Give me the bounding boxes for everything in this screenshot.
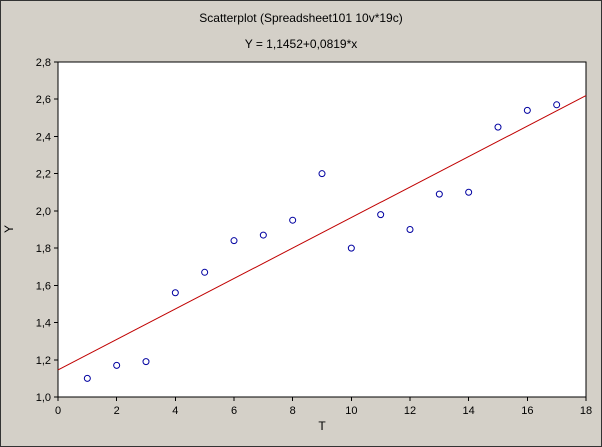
x-axis-label: T (318, 419, 326, 433)
data-point (553, 101, 561, 109)
data-point (171, 289, 179, 297)
y-tick-label: 1,8 (36, 243, 51, 255)
y-tick-label: 2,8 (36, 57, 51, 69)
chart-equation-subtitle: Y = 1,1452+0,0819*x (244, 37, 358, 51)
data-point (259, 231, 267, 239)
y-tick-label: 1,4 (36, 318, 51, 330)
x-tick-label: 12 (404, 405, 416, 417)
plot-frame (57, 61, 587, 398)
x-tick-label: 18 (580, 405, 592, 417)
y-tick-label: 2,4 (36, 131, 51, 143)
data-point (435, 190, 443, 198)
y-axis-label: Y (2, 225, 16, 234)
data-point (406, 226, 414, 233)
data-point (377, 211, 385, 219)
x-tick-label: 8 (290, 405, 296, 417)
data-point (523, 106, 531, 114)
data-point (494, 123, 502, 131)
chart-title: Scatterplot (Spreadsheet101 10v*19c) (199, 11, 403, 25)
data-point (142, 358, 150, 366)
data-point (318, 170, 326, 178)
regression-line (57, 95, 587, 371)
x-tick-label: 2 (114, 405, 120, 417)
data-point (347, 244, 355, 252)
y-tick-label: 1,6 (36, 280, 51, 292)
x-tick-label: 6 (231, 405, 237, 417)
x-tick-label: 16 (521, 405, 533, 417)
data-point (289, 216, 297, 224)
x-tick-label: 14 (463, 405, 475, 417)
y-tick-label: 1,0 (36, 392, 51, 404)
y-tick-label: 1,2 (36, 355, 51, 367)
data-point (465, 188, 473, 196)
y-tick-label: 2,0 (36, 206, 51, 218)
x-tick-label: 4 (172, 405, 178, 417)
x-tick-label: 0 (55, 405, 61, 417)
x-tick-label: 10 (345, 405, 357, 417)
data-point (113, 361, 121, 369)
data-point (201, 268, 209, 276)
data-point (83, 374, 91, 382)
data-point (230, 237, 238, 245)
y-tick-label: 2,2 (36, 169, 51, 181)
y-tick-label: 2,6 (36, 94, 51, 106)
